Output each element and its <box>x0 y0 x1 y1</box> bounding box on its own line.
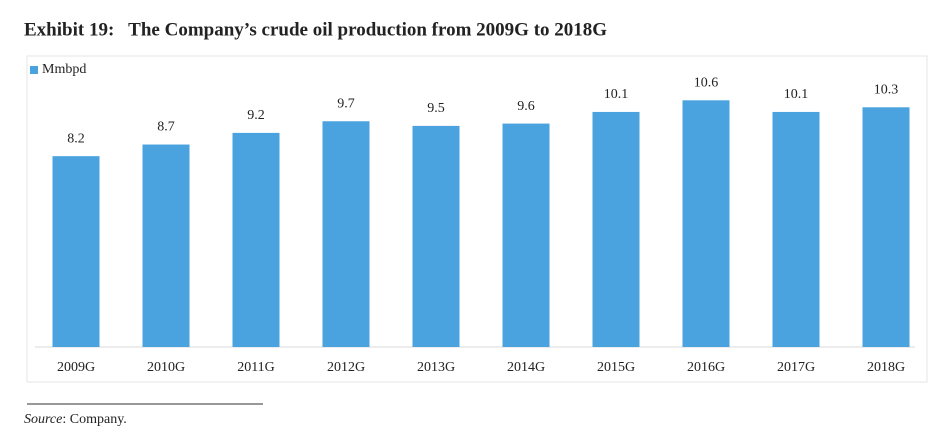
x-tick-label: 2009G <box>57 360 95 375</box>
chart-title: Exhibit 19: The Company’s crude oil prod… <box>24 19 607 40</box>
bar <box>232 132 280 347</box>
bar <box>862 107 910 347</box>
source-text: : Company. <box>62 412 126 427</box>
source-label: Source <box>24 412 62 427</box>
value-label: 8.7 <box>157 120 175 135</box>
value-label: 10.6 <box>694 76 719 91</box>
bar <box>502 123 550 347</box>
value-label: 9.5 <box>427 101 445 116</box>
legend-label: Mmbpd <box>42 62 86 77</box>
value-label: 10.3 <box>874 83 899 98</box>
x-tick-label: 2014G <box>507 360 545 375</box>
bar <box>772 111 820 347</box>
x-tick-label: 2011G <box>237 360 275 375</box>
plot-frame <box>26 55 928 383</box>
value-label: 9.2 <box>247 108 265 123</box>
value-label: 10.1 <box>784 87 809 102</box>
bar <box>52 156 100 347</box>
bar <box>322 121 370 347</box>
x-tick-label: 2018G <box>867 360 905 375</box>
value-label: 8.2 <box>67 131 85 146</box>
x-tick-label: 2013G <box>417 360 455 375</box>
x-tick-label: 2016G <box>687 360 725 375</box>
value-label: 9.7 <box>337 96 355 111</box>
x-tick-label: 2012G <box>327 360 365 375</box>
value-label: 10.1 <box>604 87 629 102</box>
x-tick-label: 2015G <box>597 360 635 375</box>
x-tick-label: 2017G <box>777 360 815 375</box>
value-label: 9.6 <box>517 99 535 114</box>
bar <box>412 125 460 347</box>
bar <box>682 100 730 348</box>
bar <box>142 144 190 347</box>
bar <box>592 111 640 347</box>
source: Source: Company. <box>24 412 127 427</box>
legend-swatch <box>30 66 38 74</box>
x-tick-label: 2010G <box>147 360 185 375</box>
